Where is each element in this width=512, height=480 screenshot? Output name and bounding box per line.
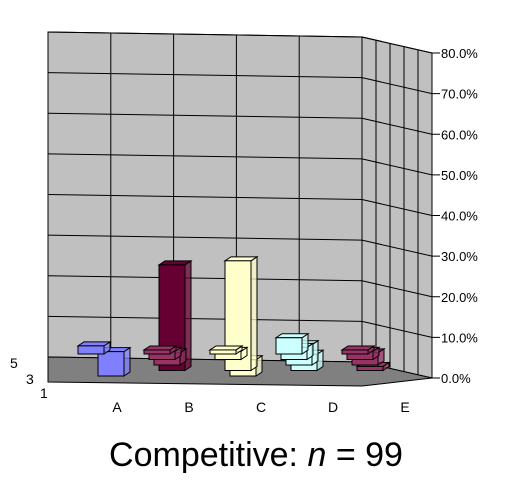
gridline: [47, 153, 363, 160]
y-tick-label: 30.0%: [441, 249, 478, 264]
gridline: [47, 112, 363, 119]
bar-top: [208, 345, 244, 351]
bar: [356, 365, 384, 371]
bar-top: [274, 333, 310, 339]
category-label: C: [256, 399, 266, 415]
gridline: [361, 158, 433, 176]
depth-label: 3: [26, 371, 34, 387]
gridline: [361, 320, 433, 338]
category-label: B: [184, 399, 193, 415]
gridline: [47, 31, 363, 38]
bar: [275, 337, 303, 355]
depth-label: 5: [10, 355, 18, 371]
y-tick-label: 40.0%: [441, 209, 478, 224]
gridline: [361, 77, 433, 95]
gridline: [361, 36, 433, 54]
bar-top: [157, 260, 193, 266]
category-label: E: [400, 399, 409, 415]
category-label: A: [112, 399, 122, 415]
chart-title: Competitive: n = 99: [109, 436, 403, 474]
category-label: D: [328, 399, 338, 415]
y-tick-label: 10.0%: [441, 330, 478, 345]
gridline: [361, 199, 433, 216]
gridline: [361, 280, 433, 298]
gridline: [47, 275, 363, 282]
y-tick-label: 50.0%: [441, 168, 478, 183]
gridline: [361, 239, 433, 257]
bar: [97, 351, 125, 377]
bar-side: [250, 255, 258, 372]
gridline: [47, 72, 363, 79]
bar: [143, 349, 171, 355]
bar-top: [142, 345, 178, 351]
gridline: [361, 117, 433, 135]
bar-top: [76, 341, 112, 347]
y-tick-label: 60.0%: [441, 127, 478, 142]
y-tick-label: 70.0%: [441, 87, 478, 102]
bar: [77, 345, 105, 355]
bar-top: [340, 345, 376, 351]
gridline: [47, 194, 363, 200]
y-tick-label: 80.0%: [441, 46, 478, 61]
y-tick-label: 20.0%: [441, 290, 478, 305]
bar: [341, 349, 369, 355]
bar-side: [123, 346, 131, 377]
gridline: [47, 315, 363, 322]
depth-label: 1: [40, 385, 48, 401]
bar-top: [223, 256, 259, 262]
y-tick-label: 0.0%: [441, 371, 471, 386]
bar: [209, 349, 237, 355]
gridline: [47, 234, 363, 241]
